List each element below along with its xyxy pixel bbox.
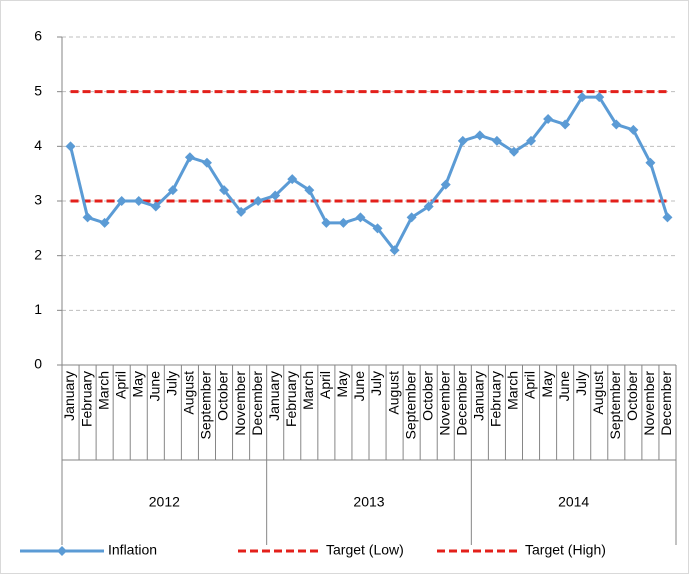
y-tick-label: 6 bbox=[34, 28, 42, 44]
data-point bbox=[150, 201, 161, 212]
y-tick-label: 0 bbox=[34, 356, 42, 372]
data-point bbox=[491, 135, 502, 146]
data-point bbox=[116, 196, 127, 206]
x-tick-label: May bbox=[334, 371, 350, 397]
x-tick-label: January bbox=[471, 371, 487, 421]
data-point bbox=[133, 196, 144, 206]
group-label: 2013 bbox=[353, 494, 384, 510]
x-tick-label: February bbox=[488, 371, 504, 427]
data-point bbox=[65, 141, 76, 152]
data-point bbox=[355, 212, 366, 223]
series-line bbox=[69, 95, 669, 253]
x-tick-label: October bbox=[419, 371, 435, 421]
data-point bbox=[474, 130, 485, 141]
x-tick-label: November bbox=[641, 371, 657, 436]
x-tick-label: September bbox=[607, 371, 623, 440]
x-tick-label: October bbox=[624, 371, 640, 421]
data-point bbox=[423, 201, 434, 212]
y-tick-label: 5 bbox=[34, 82, 42, 98]
x-tick-label: June bbox=[351, 371, 367, 402]
x-tick-label: June bbox=[556, 371, 572, 402]
x-tick-label: December bbox=[249, 371, 265, 436]
x-tick-label: December bbox=[454, 371, 470, 436]
x-tick-label: July bbox=[573, 371, 589, 396]
legend-label: Target (High) bbox=[525, 542, 606, 558]
data-point bbox=[560, 119, 571, 130]
data-point bbox=[662, 212, 673, 223]
group-label: 2012 bbox=[149, 494, 180, 510]
data-point bbox=[406, 212, 417, 223]
x-tick-label: January bbox=[266, 371, 282, 421]
data-point bbox=[338, 217, 349, 228]
legend-label: Inflation bbox=[108, 542, 157, 558]
x-tick-label: June bbox=[147, 371, 163, 402]
x-tick-label: November bbox=[232, 371, 248, 436]
x-tick-label: April bbox=[317, 371, 333, 399]
legend-label: Target (Low) bbox=[326, 542, 404, 558]
data-point bbox=[253, 196, 264, 206]
data-point bbox=[594, 92, 605, 103]
data-point bbox=[577, 92, 588, 103]
x-tick-label: April bbox=[522, 371, 538, 399]
y-tick-label: 4 bbox=[34, 137, 42, 153]
data-point bbox=[645, 157, 656, 168]
data-point bbox=[167, 185, 178, 196]
data-point bbox=[99, 217, 110, 228]
data-point bbox=[628, 124, 639, 135]
data-point bbox=[236, 206, 247, 217]
data-point bbox=[321, 217, 332, 228]
data-point bbox=[508, 146, 519, 157]
x-tick-label: October bbox=[215, 371, 231, 421]
data-point bbox=[372, 223, 383, 234]
x-tick-label: September bbox=[198, 371, 214, 440]
x-tick-label: January bbox=[61, 371, 77, 421]
y-tick-label: 1 bbox=[34, 301, 42, 317]
data-point bbox=[526, 135, 537, 146]
y-tick-label: 3 bbox=[34, 192, 42, 208]
x-tick-label: August bbox=[590, 371, 606, 415]
x-tick-label: March bbox=[300, 371, 316, 410]
data-point bbox=[184, 152, 195, 163]
x-tick-label: December bbox=[658, 371, 674, 436]
y-tick-label: 2 bbox=[34, 246, 42, 262]
data-point bbox=[389, 245, 400, 256]
x-tick-label: April bbox=[112, 371, 128, 399]
data-point bbox=[270, 190, 281, 201]
x-tick-label: February bbox=[78, 371, 94, 427]
data-point bbox=[219, 185, 230, 196]
x-tick-label: March bbox=[95, 371, 111, 410]
x-tick-label: May bbox=[539, 371, 555, 397]
x-tick-label: July bbox=[368, 371, 384, 396]
data-point bbox=[457, 135, 468, 146]
x-tick-label: September bbox=[402, 371, 418, 440]
x-tick-label: February bbox=[283, 371, 299, 427]
data-point bbox=[82, 212, 93, 223]
x-tick-label: March bbox=[505, 371, 521, 410]
x-tick-label: August bbox=[181, 371, 197, 415]
x-tick-label: May bbox=[129, 371, 145, 397]
group-label: 2014 bbox=[558, 494, 589, 510]
data-point bbox=[611, 119, 622, 130]
data-point bbox=[304, 185, 315, 196]
x-tick-label: July bbox=[164, 371, 180, 396]
data-point bbox=[440, 179, 451, 190]
data-point bbox=[201, 157, 212, 168]
data-point bbox=[543, 114, 554, 124]
data-point bbox=[287, 174, 298, 185]
x-tick-label: November bbox=[436, 371, 452, 436]
x-tick-label: August bbox=[385, 371, 401, 415]
legend-marker bbox=[57, 546, 67, 556]
